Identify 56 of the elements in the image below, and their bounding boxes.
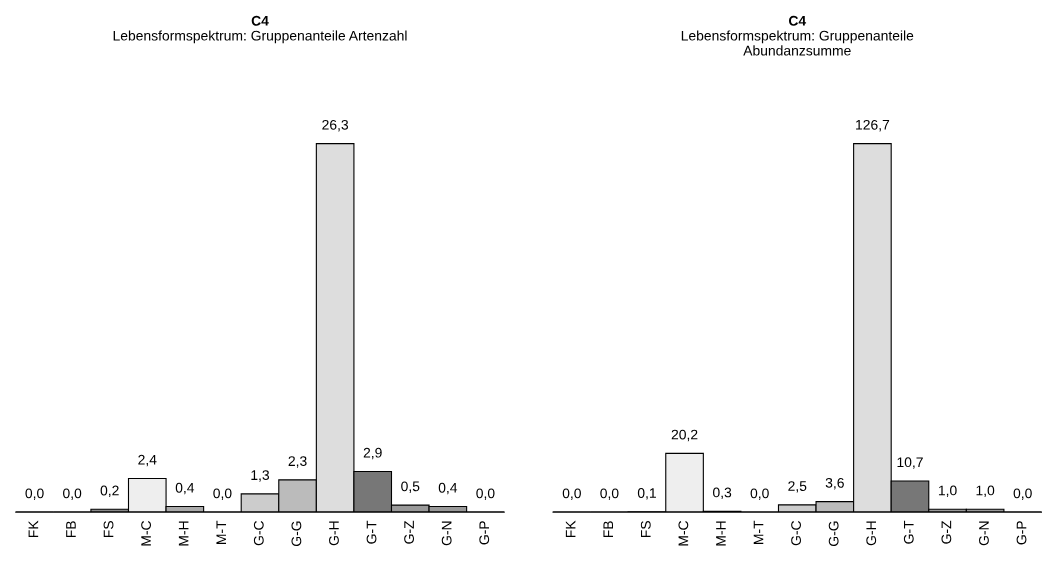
data-label: 1,0 — [938, 485, 957, 497]
x-tick-label: G-T — [903, 520, 914, 544]
data-label: 0,0 — [750, 488, 769, 500]
x-tick-label: G-P — [1016, 521, 1027, 545]
x-tick-label: FS — [640, 521, 651, 538]
data-label: 0,0 — [63, 488, 82, 500]
data-label: 0,4 — [438, 482, 458, 495]
x-tick-label: FS — [103, 521, 114, 538]
data-label: 0,0 — [476, 488, 495, 500]
x-tick-label: M-T — [216, 520, 227, 544]
x-tick-label: G-C — [253, 520, 264, 546]
data-label: 2,5 — [788, 481, 807, 493]
chart-subtitle: Lebensformspektrum: Gruppenanteile Artenzahl — [113, 30, 407, 44]
data-label: 1,3 — [251, 470, 270, 482]
chart-title: C4 — [788, 15, 807, 26]
data-label: 3,6 — [825, 477, 844, 490]
x-tick-label: G-Z — [404, 520, 415, 544]
data-label: 2,3 — [288, 456, 307, 468]
data-label: 10,7 — [897, 457, 923, 469]
data-label: 0,0 — [1013, 488, 1032, 500]
x-tick-label: G-N — [441, 521, 452, 546]
data-label: 26,3 — [322, 119, 349, 132]
data-label: 1,0 — [976, 485, 995, 497]
data-label: 0,1 — [637, 488, 656, 500]
data-label: 0,5 — [401, 481, 420, 493]
x-tick-label: FK — [28, 520, 39, 538]
x-tick-label: FK — [565, 520, 576, 538]
data-label: 0,0 — [213, 488, 232, 500]
data-label: 0,0 — [25, 488, 44, 500]
data-label: 20,2 — [671, 429, 698, 442]
x-tick-label: FB — [66, 521, 76, 538]
x-tick-label: M-T — [753, 520, 764, 544]
data-label: 2,9 — [363, 447, 382, 460]
x-tick-label: G-P — [479, 521, 490, 545]
x-tick-label: G-G — [828, 521, 839, 546]
data-label: 0,0 — [562, 488, 581, 500]
x-tick-label: G-H — [866, 521, 877, 546]
x-tick-label: G-H — [329, 521, 339, 546]
x-tick-label: G-T — [366, 520, 377, 544]
data-label: 0,2 — [100, 485, 119, 498]
data-label: 0,0 — [600, 488, 619, 500]
chart-subtitle: Lebensformspektrum: Gruppenanteile Abundanzsumme — [681, 30, 914, 56]
x-tick-label: M-H — [716, 521, 726, 546]
x-tick-label: M-C — [141, 520, 152, 546]
x-tick-label: G-N — [979, 521, 989, 546]
x-tick-label: M-H — [178, 521, 189, 546]
chart-title: C4 — [251, 15, 269, 26]
data-label: 0,3 — [713, 487, 732, 500]
data-label: 2,4 — [138, 454, 157, 467]
data-label: 126,7 — [856, 119, 890, 132]
data-label: 0,4 — [175, 482, 195, 495]
x-tick-label: M-C — [678, 520, 689, 546]
x-tick-label: G-C — [791, 520, 801, 546]
x-tick-label: G-Z — [941, 520, 952, 544]
x-tick-label: FB — [603, 521, 613, 538]
x-tick-label: G-G — [291, 521, 302, 546]
